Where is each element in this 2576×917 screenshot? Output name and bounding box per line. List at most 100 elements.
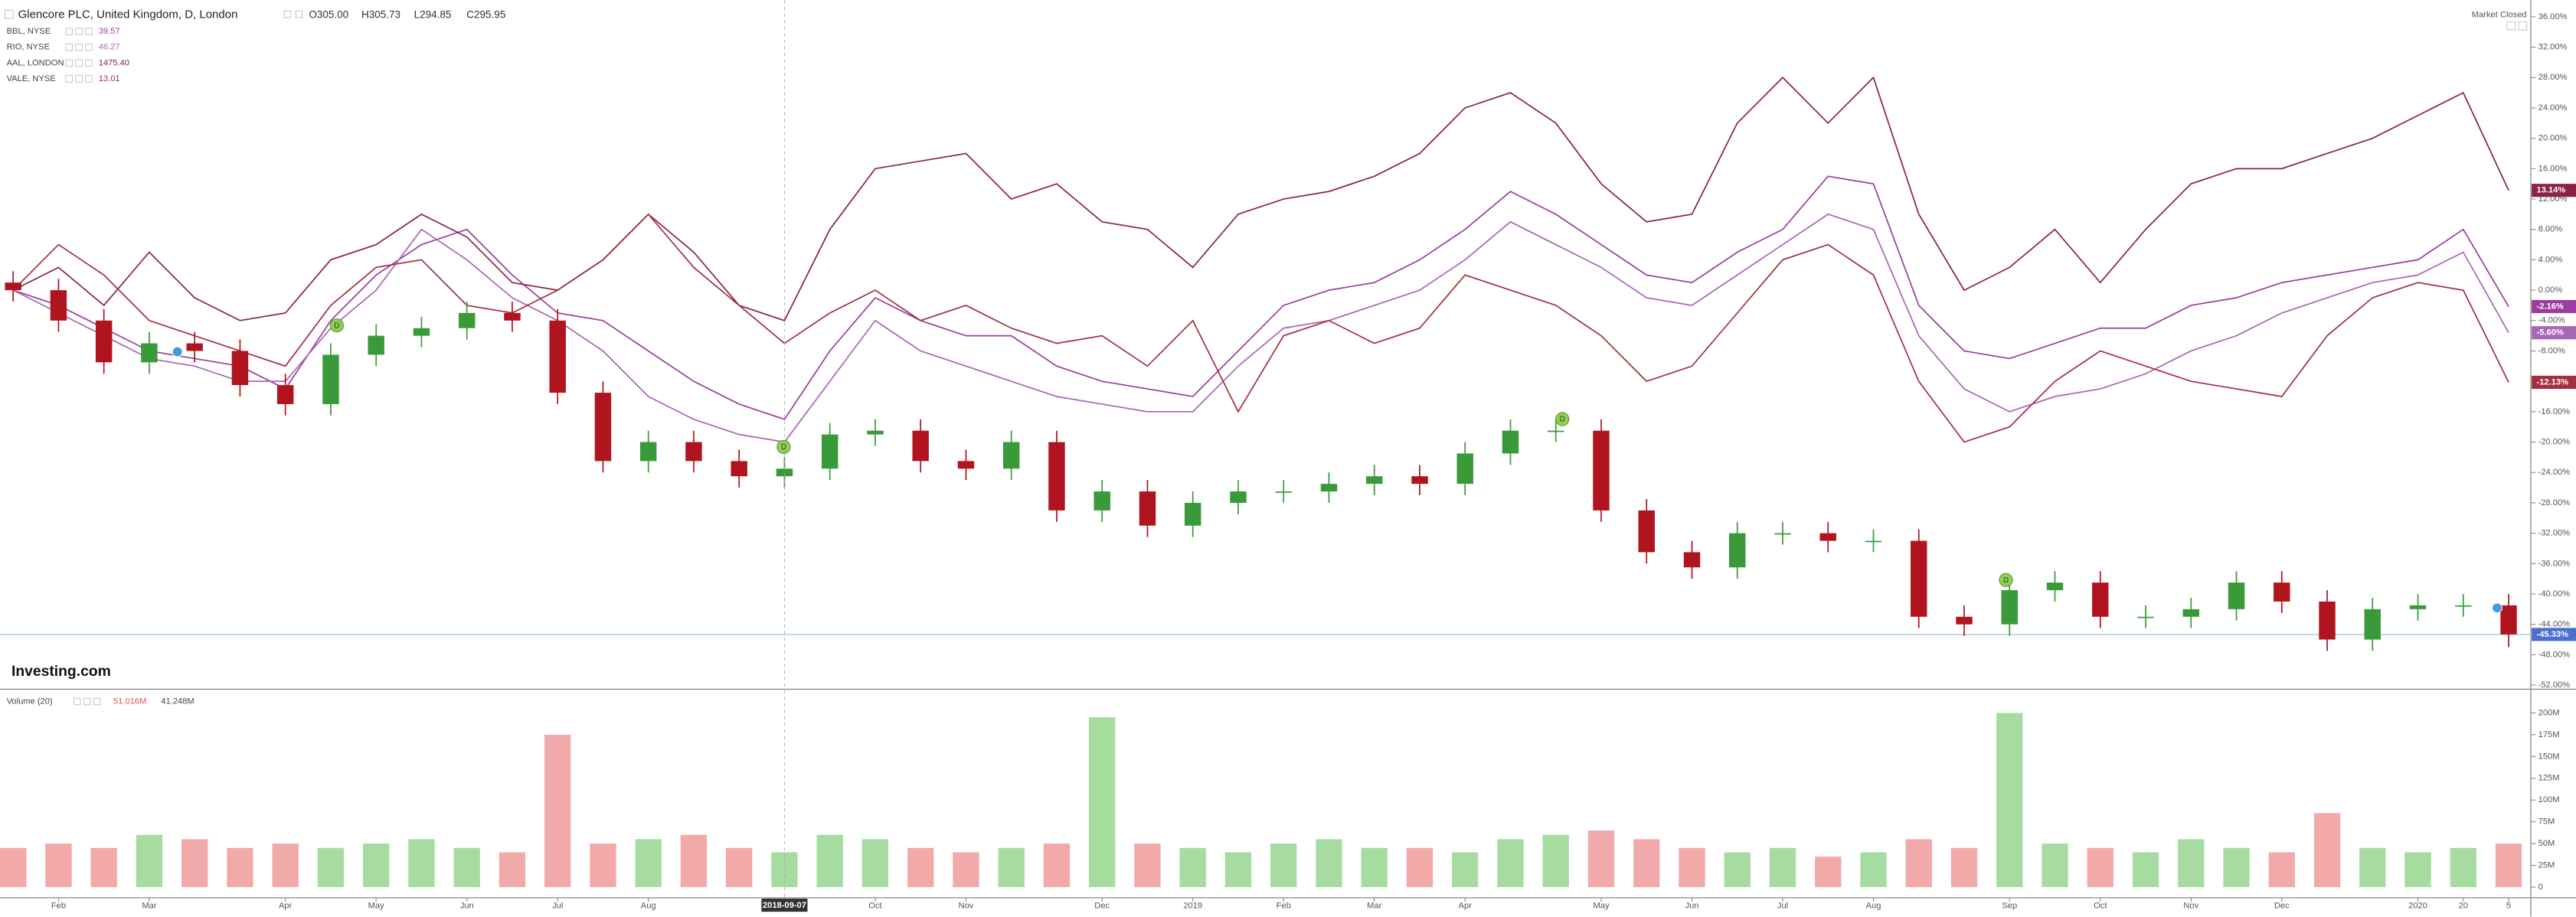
x-tick-label: Jul [1777, 902, 1788, 911]
candle-body [912, 430, 929, 462]
dividend-marker[interactable] [776, 439, 791, 455]
y-tick-label: 100M [2538, 795, 2560, 804]
x-tick-label: 5 [2506, 902, 2511, 911]
volume-bar [2359, 847, 2386, 887]
logo: Investing.com [11, 664, 111, 680]
dividend-marker[interactable] [1999, 573, 2013, 587]
volume-bar [363, 844, 390, 887]
candle-body [1729, 533, 1746, 568]
settings-button[interactable] [283, 10, 292, 18]
legend-button[interactable] [85, 59, 93, 67]
candle-body [731, 461, 747, 477]
volume-bar [2223, 847, 2250, 887]
volume-bar [635, 839, 662, 887]
candle-body [776, 468, 793, 477]
x-tick-label: May [1593, 902, 1609, 911]
y-tick-label: -48.00% [2538, 650, 2571, 659]
candle-body [1819, 533, 1836, 541]
candle-body [1502, 430, 1519, 454]
legend-button[interactable] [75, 59, 83, 67]
volume-bar [816, 834, 843, 887]
axes: 36.00%32.00%28.00%24.00%20.00%16.00%12.0… [51, 0, 2576, 912]
legend-button[interactable] [75, 44, 83, 51]
dividend-label: D [781, 443, 786, 452]
legend-name: AAL, LONDON [7, 58, 64, 67]
volume-plot [0, 713, 2522, 887]
candle-body [368, 335, 384, 355]
x-tick-label: Oct [2094, 902, 2107, 911]
earnings-marker[interactable] [172, 346, 183, 357]
ohlc-high: H305.73 [361, 8, 400, 20]
main-plot [0, 76, 2530, 651]
dividend-marker[interactable] [329, 318, 344, 333]
candle-body [186, 343, 203, 351]
y-tick-label: 20.00% [2538, 134, 2568, 143]
x-tick-label: Aug [641, 902, 656, 911]
legend: BBL, NYSE 39.57 RIO, NYSE 46.27 AAL, LONDON 1… [7, 27, 129, 83]
candle-body [1593, 430, 1610, 511]
candle-body [1911, 540, 1927, 617]
legend-button[interactable] [85, 44, 93, 51]
volume-average: 41.248M [161, 697, 194, 706]
last-value-tag [2532, 299, 2576, 314]
last-value-label: -12.13% [2537, 377, 2569, 387]
legend-button[interactable] [75, 28, 83, 35]
x-tick-label: Feb [1277, 902, 1291, 911]
volume-bar [2178, 839, 2205, 887]
y-tick-label: 0.00% [2538, 286, 2563, 295]
volume-bar [1134, 844, 1161, 887]
legend-button[interactable] [85, 28, 93, 35]
y-tick-label: -32.00% [2538, 529, 2571, 538]
legend-button[interactable] [85, 75, 93, 83]
volume-bar [2042, 844, 2068, 887]
candle-body [1683, 552, 1701, 568]
candle-body [2455, 605, 2472, 607]
y-tick-label: 24.00% [2538, 103, 2568, 113]
volume-bar [998, 847, 1025, 887]
legend-button[interactable] [65, 59, 73, 67]
volume-bar [1815, 857, 1842, 887]
settings-button[interactable] [83, 697, 91, 706]
candle-body [458, 312, 476, 328]
candle-body [549, 320, 566, 393]
y-tick-label: 50M [2538, 839, 2555, 848]
y-tick-label: -16.00% [2538, 407, 2571, 416]
x-tick-label: Nov [2183, 902, 2198, 911]
candle-body [1093, 491, 1110, 511]
earnings-marker[interactable] [2492, 602, 2502, 614]
volume-bar [45, 844, 72, 887]
legend-button[interactable] [65, 44, 73, 51]
volume-bar [1860, 852, 1887, 887]
legend-button[interactable] [65, 75, 73, 83]
candle-body [2137, 616, 2154, 618]
candle-body [2046, 583, 2064, 591]
ohlc-close: C295.95 [466, 8, 505, 20]
crosshair-label-box [761, 898, 808, 912]
legend-button[interactable] [65, 28, 73, 35]
legend-button[interactable] [75, 75, 83, 83]
candle-body [1230, 491, 1247, 503]
dividend-marker[interactable] [1555, 412, 1570, 426]
settings-button[interactable] [74, 697, 81, 706]
candle-body [1048, 442, 1065, 511]
volume-bar [1452, 852, 1479, 887]
panel-button[interactable] [2506, 21, 2516, 31]
panel-button[interactable] [2518, 21, 2528, 31]
candle-body [2001, 590, 2018, 625]
settings-button[interactable] [93, 697, 101, 706]
collapse-button[interactable] [5, 9, 14, 19]
volume-bar [2404, 852, 2431, 887]
candle-body [1320, 484, 1338, 492]
hide-button[interactable] [295, 10, 303, 18]
y-tick-label: 28.00% [2538, 73, 2568, 82]
y-tick-label: 0 [2538, 883, 2543, 892]
volume-bar [1179, 847, 1206, 887]
y-tick-label: -20.00% [2538, 437, 2571, 446]
volume-bar [181, 839, 208, 887]
volume-bar [907, 847, 934, 887]
volume-bar [1089, 717, 1116, 887]
volume-bar [1587, 831, 1615, 887]
volume-bar [1542, 834, 1569, 887]
last-value-label: -5.60% [2537, 328, 2564, 338]
